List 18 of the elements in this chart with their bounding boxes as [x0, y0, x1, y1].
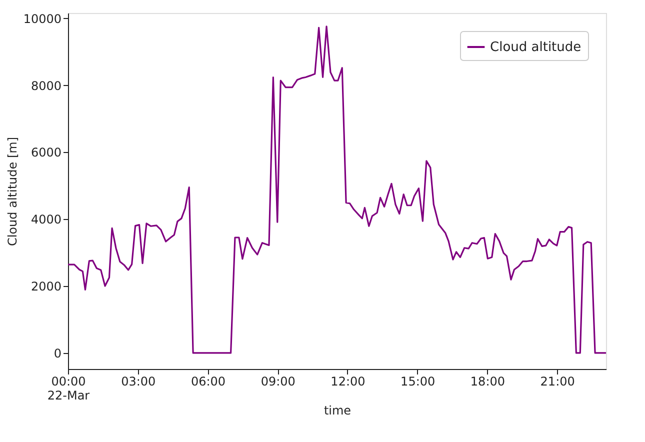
- x-tick-label: 09:00: [260, 374, 296, 388]
- y-tick-label: 0: [54, 346, 62, 360]
- y-tick-label: 8000: [30, 78, 62, 93]
- legend-label: Cloud altitude: [490, 40, 582, 55]
- y-tick-label: 4000: [30, 212, 62, 227]
- y-tick-label: 6000: [30, 146, 62, 160]
- x-tick-label: 15:00: [400, 374, 436, 388]
- x-tick-label: 06:00: [190, 374, 226, 388]
- x-tick-label: 21:00: [540, 374, 575, 388]
- x-tick-label: 18:00: [470, 374, 506, 388]
- x-tick-label: 03:00: [121, 374, 156, 388]
- y-axis-title: Cloud altitude [m]: [5, 137, 20, 246]
- line-series: [68, 26, 606, 354]
- y-tick-label: 2000: [30, 280, 62, 294]
- x-tick-label: 12:00: [330, 374, 366, 388]
- x-tick-label: 00:00 22-Mar: [47, 374, 90, 402]
- x-axis-title: time: [324, 404, 352, 418]
- y-tick-label: 10000: [23, 12, 62, 26]
